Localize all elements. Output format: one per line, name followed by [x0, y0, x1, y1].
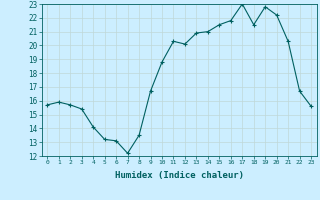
X-axis label: Humidex (Indice chaleur): Humidex (Indice chaleur)	[115, 171, 244, 180]
